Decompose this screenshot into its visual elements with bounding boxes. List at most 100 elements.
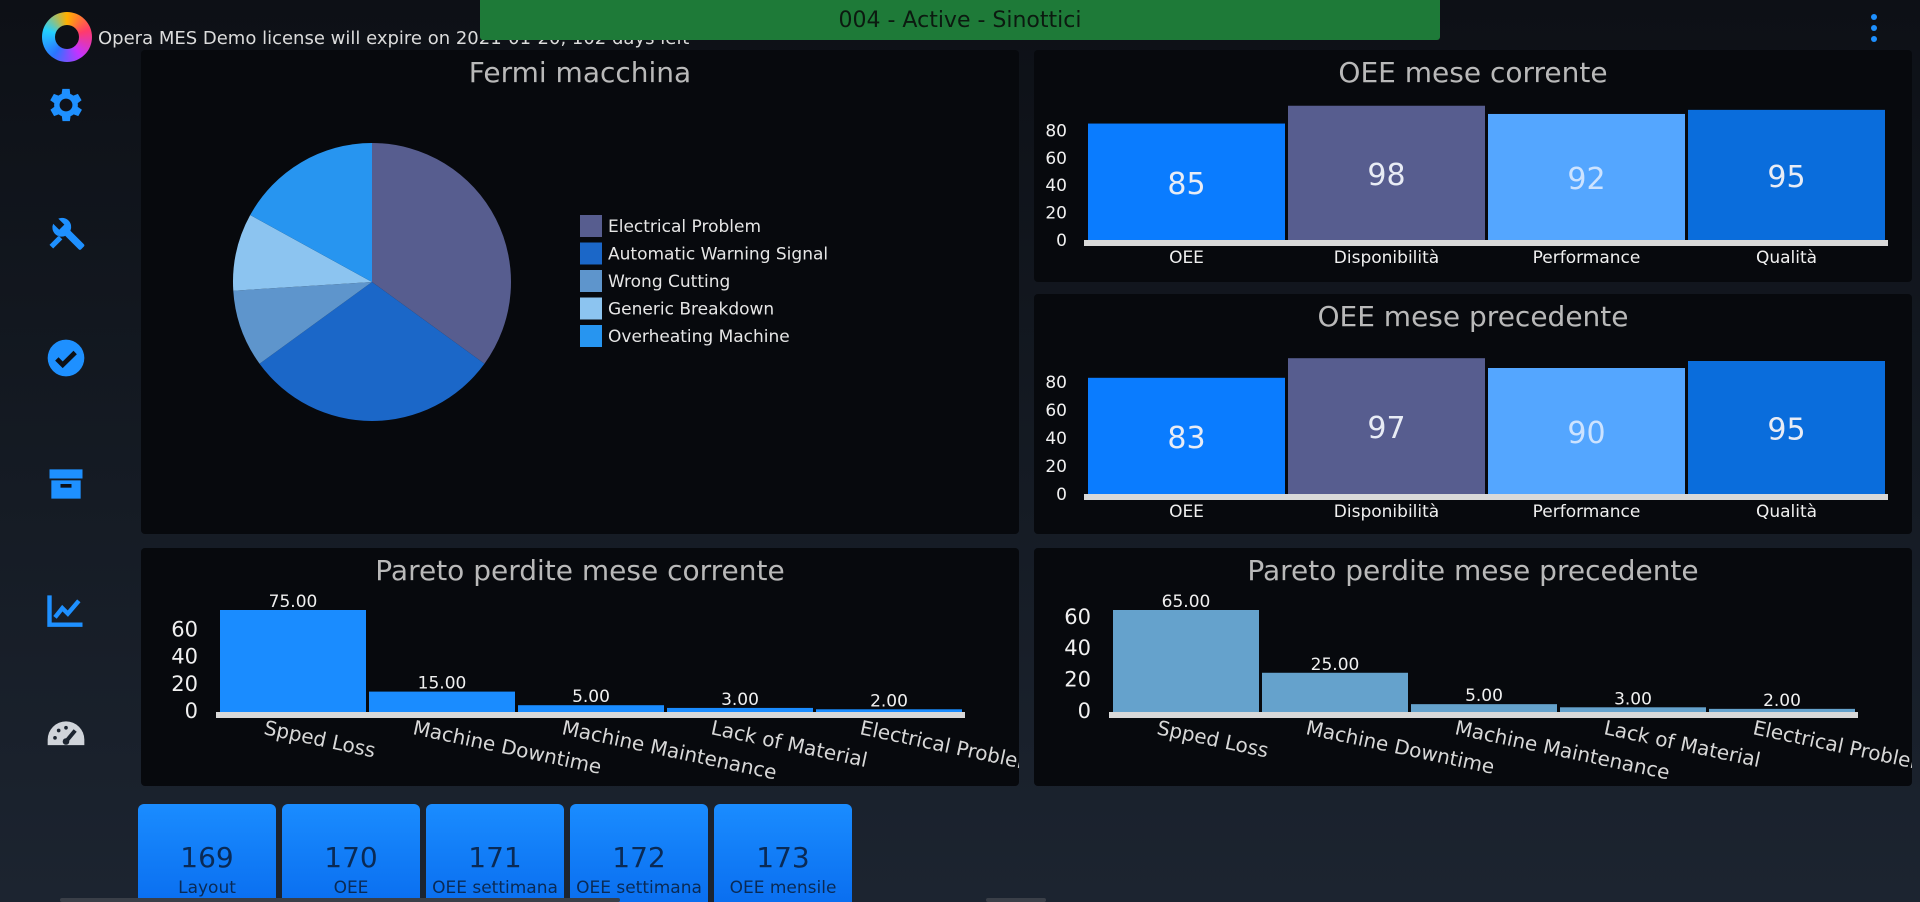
y-tick-label: 40 bbox=[1064, 636, 1091, 660]
category-label: OEE bbox=[1169, 502, 1204, 522]
bar bbox=[1488, 368, 1685, 494]
pie-slice bbox=[233, 282, 372, 364]
status-title: 004 - Active - Sinottici bbox=[838, 7, 1082, 33]
panel-title: Pareto perdite mese corrente bbox=[375, 554, 785, 587]
bar-value-label: 25.00 bbox=[1311, 655, 1360, 675]
legend-swatch bbox=[580, 215, 602, 237]
y-tick-label: 0 bbox=[1056, 485, 1067, 505]
y-tick-label: 60 bbox=[1064, 605, 1091, 629]
pie-chart: Electrical Problem Automatic Warning Sign… bbox=[233, 143, 828, 422]
oee-current-bar-chart: 0 20 40 60 80 85 OEE 98 Disponibilità 92 Performan… bbox=[1045, 105, 1888, 268]
tile-170[interactable]: 170 OEE bbox=[282, 804, 420, 902]
bar bbox=[369, 691, 515, 712]
tile-label: OEE settimana bbox=[432, 878, 558, 898]
pie-slice bbox=[233, 215, 372, 291]
category-label: Spped Loss bbox=[1155, 715, 1271, 762]
bar-value-label: 92 bbox=[1567, 162, 1605, 197]
kebab-menu-icon[interactable] bbox=[1868, 14, 1880, 42]
y-tick-label: 20 bbox=[171, 672, 198, 696]
bar bbox=[1688, 361, 1885, 494]
legend-label: Overheating Machine bbox=[608, 327, 790, 347]
bar bbox=[1088, 123, 1285, 240]
category-label: Spped Loss bbox=[262, 715, 378, 762]
bar bbox=[1288, 358, 1485, 494]
category-label: OEE bbox=[1169, 248, 1204, 268]
tile-label: Layout bbox=[178, 878, 236, 898]
bar-value-label: 65.00 bbox=[1162, 592, 1211, 612]
panel-title: Pareto perdite mese precedente bbox=[1247, 554, 1699, 587]
x-axis-line bbox=[1109, 712, 1858, 718]
pie-slice bbox=[259, 282, 485, 422]
panel-pareto-precedente: Pareto perdite mese precedente 0 20 40 60 65… bbox=[1034, 548, 1912, 786]
pie-slice bbox=[372, 143, 511, 364]
y-tick-label: 60 bbox=[1045, 401, 1067, 421]
oee-previous-bar-chart: 0 20 40 60 80 83 OEE 97 Disponibilità 90 Performan… bbox=[1045, 358, 1888, 522]
category-label: Electrical Problems bbox=[1751, 715, 1912, 778]
app-logo bbox=[42, 12, 92, 62]
panel-oee-corrente: OEE mese corrente 0 20 40 60 80 85 OEE 98 Dispon… bbox=[1034, 50, 1912, 282]
bar-value-label: 3.00 bbox=[721, 690, 759, 710]
bar-value-label: 97 bbox=[1367, 411, 1405, 446]
tools-icon[interactable] bbox=[44, 210, 88, 254]
bar bbox=[1288, 105, 1485, 240]
legend-label: Automatic Warning Signal bbox=[608, 245, 828, 265]
box-icon[interactable] bbox=[44, 462, 88, 506]
gauge-icon[interactable] bbox=[44, 714, 88, 758]
chart-trend-icon[interactable] bbox=[44, 588, 88, 632]
bar-value-label: 83 bbox=[1167, 421, 1205, 456]
gear-icon[interactable] bbox=[44, 83, 88, 127]
y-tick-label: 20 bbox=[1045, 204, 1067, 224]
bar-value-label: 98 bbox=[1367, 158, 1405, 193]
y-tick-label: 60 bbox=[1045, 149, 1067, 169]
x-axis-line bbox=[1084, 240, 1888, 246]
status-banner: 004 - Active - Sinottici bbox=[480, 0, 1440, 40]
tile-number: 173 bbox=[756, 841, 810, 874]
y-tick-label: 0 bbox=[1056, 231, 1067, 251]
legend-swatch bbox=[580, 270, 602, 292]
tile-171[interactable]: 171 OEE settimana bbox=[426, 804, 564, 902]
legend-swatch bbox=[580, 325, 602, 347]
category-label: Qualità bbox=[1756, 502, 1817, 522]
y-tick-label: 40 bbox=[1045, 176, 1067, 196]
tile-number: 172 bbox=[612, 841, 666, 874]
panel-fermi-macchina: Fermi macchina Electrical Problem Automat… bbox=[141, 50, 1019, 534]
category-label: Performance bbox=[1533, 248, 1641, 268]
category-label: Performance bbox=[1533, 502, 1641, 522]
tile-label: OEE mensile bbox=[729, 878, 837, 898]
panel-title: Fermi macchina bbox=[468, 56, 692, 89]
panel-title: OEE mese precedente bbox=[1317, 300, 1629, 333]
category-label: Disponibilità bbox=[1334, 248, 1439, 268]
pie-slice bbox=[250, 143, 372, 282]
tile-label: OEE settimana bbox=[576, 878, 702, 898]
y-tick-label: 60 bbox=[171, 617, 198, 641]
horizontal-scrollbar-thumb[interactable] bbox=[986, 898, 1046, 902]
legend-label: Electrical Problem bbox=[608, 217, 761, 237]
category-label: Electrical Problems bbox=[858, 715, 1019, 778]
category-label: Qualità bbox=[1756, 248, 1817, 268]
bar bbox=[1262, 672, 1408, 712]
y-tick-label: 40 bbox=[171, 645, 198, 669]
bar-value-label: 15.00 bbox=[418, 674, 467, 694]
bar-value-label: 5.00 bbox=[1465, 686, 1503, 706]
tile-169[interactable]: 169 Layout bbox=[138, 804, 276, 902]
bar bbox=[1709, 708, 1855, 712]
check-circle-icon[interactable] bbox=[44, 336, 88, 380]
bar-value-label: 90 bbox=[1567, 416, 1605, 451]
panel-title: OEE mese corrente bbox=[1338, 56, 1608, 89]
tile-number: 171 bbox=[468, 841, 522, 874]
bar-value-label: 95 bbox=[1767, 160, 1805, 195]
tile-173[interactable]: 173 OEE mensile bbox=[714, 804, 852, 902]
bar bbox=[1560, 707, 1706, 712]
bar bbox=[1411, 704, 1557, 712]
bar bbox=[1688, 109, 1885, 240]
horizontal-scrollbar[interactable] bbox=[60, 898, 620, 902]
y-tick-label: 40 bbox=[1045, 429, 1067, 449]
tile-172[interactable]: 172 OEE settimana bbox=[570, 804, 708, 902]
legend-label: Generic Breakdown bbox=[608, 300, 774, 320]
bar-value-label: 75.00 bbox=[269, 592, 318, 612]
bar bbox=[518, 705, 664, 712]
y-tick-label: 20 bbox=[1064, 668, 1091, 692]
legend-label: Wrong Cutting bbox=[608, 272, 730, 292]
category-label: Disponibilità bbox=[1334, 502, 1439, 522]
bar-value-label: 5.00 bbox=[572, 687, 610, 707]
